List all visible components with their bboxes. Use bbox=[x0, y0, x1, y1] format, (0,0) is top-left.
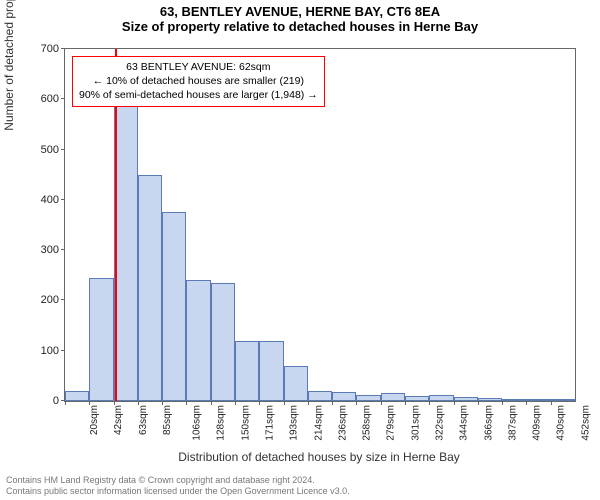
histogram-bar bbox=[502, 399, 526, 402]
histogram-bar bbox=[454, 397, 478, 401]
y-tick-label: 700 bbox=[41, 43, 65, 55]
histogram-bar bbox=[356, 395, 380, 401]
x-tick-mark bbox=[454, 401, 455, 405]
footer-line-1: Contains HM Land Registry data © Crown c… bbox=[6, 475, 350, 486]
x-tick-mark bbox=[502, 401, 503, 405]
histogram-bar bbox=[211, 283, 235, 401]
x-tick-label: 366sqm bbox=[483, 405, 494, 441]
histogram-bar bbox=[65, 391, 89, 401]
histogram-bar bbox=[89, 278, 113, 401]
footer: Contains HM Land Registry data © Crown c… bbox=[6, 475, 350, 498]
x-tick-mark bbox=[356, 401, 357, 405]
x-tick-mark bbox=[65, 401, 66, 405]
histogram-bar bbox=[308, 391, 332, 401]
x-tick-label: 85sqm bbox=[162, 405, 173, 435]
x-tick-label: 128sqm bbox=[216, 405, 227, 441]
y-axis-label: Number of detached properties bbox=[2, 0, 16, 224]
histogram-bar bbox=[162, 212, 186, 401]
x-tick-label: 171sqm bbox=[265, 405, 276, 441]
x-tick-label: 63sqm bbox=[138, 405, 149, 435]
x-tick-mark bbox=[211, 401, 212, 405]
info-line-3: 90% of semi-detached houses are larger (… bbox=[79, 88, 318, 102]
histogram-bar bbox=[429, 395, 453, 401]
x-tick-label: 214sqm bbox=[313, 405, 324, 441]
y-tick-label: 200 bbox=[41, 294, 65, 306]
x-axis-label: Distribution of detached houses by size … bbox=[64, 450, 574, 464]
y-tick-mark bbox=[61, 48, 65, 49]
histogram-bar bbox=[284, 366, 308, 401]
x-tick-mark bbox=[405, 401, 406, 405]
x-tick-label: 322sqm bbox=[435, 405, 446, 441]
y-tick-mark bbox=[61, 299, 65, 300]
x-tick-mark bbox=[551, 401, 552, 405]
x-tick-label: 279sqm bbox=[386, 405, 397, 441]
info-box: 63 BENTLEY AVENUE: 62sqm ← 10% of detach… bbox=[72, 56, 325, 107]
x-tick-mark bbox=[235, 401, 236, 405]
y-tick-label: 0 bbox=[53, 395, 65, 407]
x-tick-label: 409sqm bbox=[532, 405, 543, 441]
chart-container: { "title": "63, BENTLEY AVENUE, HERNE BA… bbox=[0, 0, 600, 500]
x-tick-mark bbox=[114, 401, 115, 405]
y-tick-label: 100 bbox=[41, 345, 65, 357]
histogram-bar bbox=[259, 341, 283, 401]
x-tick-label: 430sqm bbox=[556, 405, 567, 441]
footer-line-2: Contains public sector information licen… bbox=[6, 486, 350, 497]
histogram-bar bbox=[235, 341, 259, 401]
x-tick-label: 452sqm bbox=[580, 405, 591, 441]
x-tick-label: 387sqm bbox=[507, 405, 518, 441]
x-tick-label: 258sqm bbox=[362, 405, 373, 441]
y-tick-mark bbox=[61, 350, 65, 351]
y-tick-mark bbox=[61, 199, 65, 200]
info-line-2: ← 10% of detached houses are smaller (21… bbox=[79, 74, 318, 88]
histogram-bar bbox=[332, 392, 356, 401]
x-tick-mark bbox=[162, 401, 163, 405]
x-tick-mark bbox=[332, 401, 333, 405]
histogram-bar bbox=[186, 280, 210, 401]
x-tick-mark bbox=[186, 401, 187, 405]
histogram-bar bbox=[138, 175, 162, 401]
x-tick-label: 193sqm bbox=[289, 405, 300, 441]
x-tick-mark bbox=[429, 401, 430, 405]
histogram-bar bbox=[114, 89, 138, 401]
x-tick-mark bbox=[478, 401, 479, 405]
y-tick-label: 300 bbox=[41, 244, 65, 256]
y-tick-label: 500 bbox=[41, 144, 65, 156]
histogram-bar bbox=[526, 399, 550, 401]
histogram-bar bbox=[478, 398, 502, 401]
histogram-bar bbox=[405, 396, 429, 401]
x-tick-label: 301sqm bbox=[410, 405, 421, 441]
histogram-bar bbox=[381, 393, 405, 401]
y-tick-mark bbox=[61, 149, 65, 150]
x-tick-label: 150sqm bbox=[240, 405, 251, 441]
histogram-bar bbox=[551, 399, 575, 401]
x-tick-label: 106sqm bbox=[192, 405, 203, 441]
subtitle: Size of property relative to detached ho… bbox=[0, 19, 600, 36]
x-tick-mark bbox=[284, 401, 285, 405]
y-tick-mark bbox=[61, 98, 65, 99]
x-tick-mark bbox=[308, 401, 309, 405]
x-tick-label: 20sqm bbox=[89, 405, 100, 435]
page-title: 63, BENTLEY AVENUE, HERNE BAY, CT6 8EA bbox=[0, 0, 600, 19]
x-tick-label: 344sqm bbox=[459, 405, 470, 441]
x-tick-label: 42sqm bbox=[113, 405, 124, 435]
x-tick-mark bbox=[89, 401, 90, 405]
y-tick-label: 600 bbox=[41, 93, 65, 105]
y-tick-label: 400 bbox=[41, 194, 65, 206]
x-tick-label: 236sqm bbox=[337, 405, 348, 441]
x-tick-mark bbox=[381, 401, 382, 405]
info-line-1: 63 BENTLEY AVENUE: 62sqm bbox=[79, 60, 318, 74]
x-tick-mark bbox=[259, 401, 260, 405]
x-tick-mark bbox=[526, 401, 527, 405]
y-tick-mark bbox=[61, 249, 65, 250]
x-tick-mark bbox=[138, 401, 139, 405]
